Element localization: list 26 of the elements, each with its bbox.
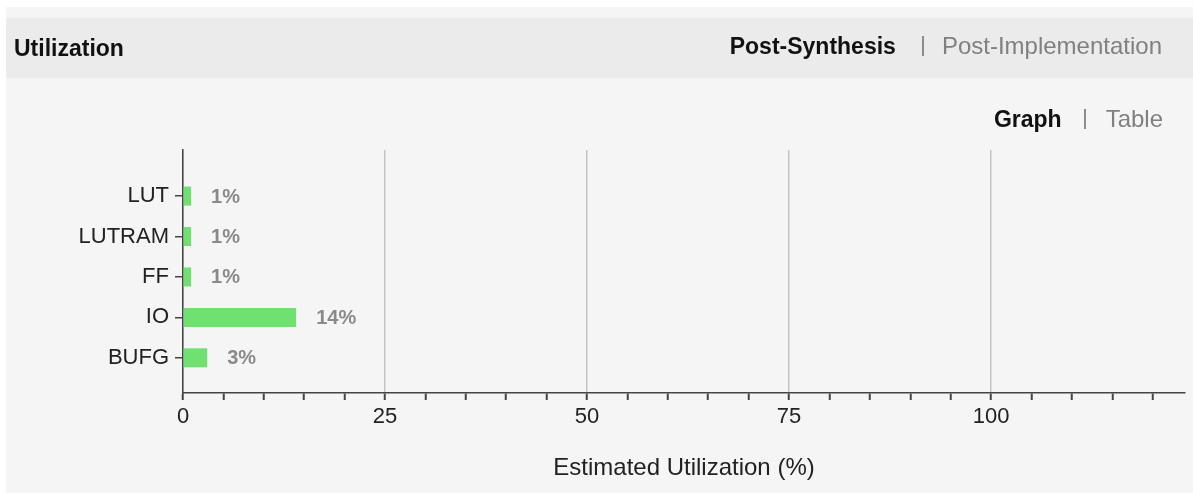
bar: [183, 227, 192, 247]
bar: [183, 307, 297, 327]
y-tick-label: IO: [145, 303, 169, 329]
data-label: 1%: [211, 265, 241, 288]
bar: [183, 267, 192, 287]
text: Graph: [993, 106, 1062, 132]
y-tick-label: BUFG: [107, 343, 169, 369]
y-tick-label: LUTRAM: [78, 222, 169, 248]
x-tick-label: 100: [972, 403, 1010, 429]
y-tick-label: FF: [142, 263, 169, 289]
x-tick-label: 0: [176, 403, 190, 429]
data-label: 14%: [316, 305, 357, 328]
data-label: 1%: [211, 225, 241, 248]
x-tick-label: 75: [776, 403, 802, 429]
x-tick-label: 50: [574, 403, 600, 429]
x-axis-title: Estimated Utilization (%): [553, 453, 815, 481]
bar: [183, 186, 192, 206]
text: Table: [1105, 105, 1163, 132]
text: Post-Synthesis: [729, 33, 896, 59]
text: Post-Implementation: [941, 32, 1162, 59]
data-label: 3%: [227, 346, 257, 369]
x-tick-label: 25: [372, 403, 398, 429]
y-tick-label: LUT: [127, 182, 169, 208]
data-label: 1%: [211, 184, 241, 207]
bar: [183, 348, 208, 368]
chart-title: Utilization: [14, 35, 124, 61]
